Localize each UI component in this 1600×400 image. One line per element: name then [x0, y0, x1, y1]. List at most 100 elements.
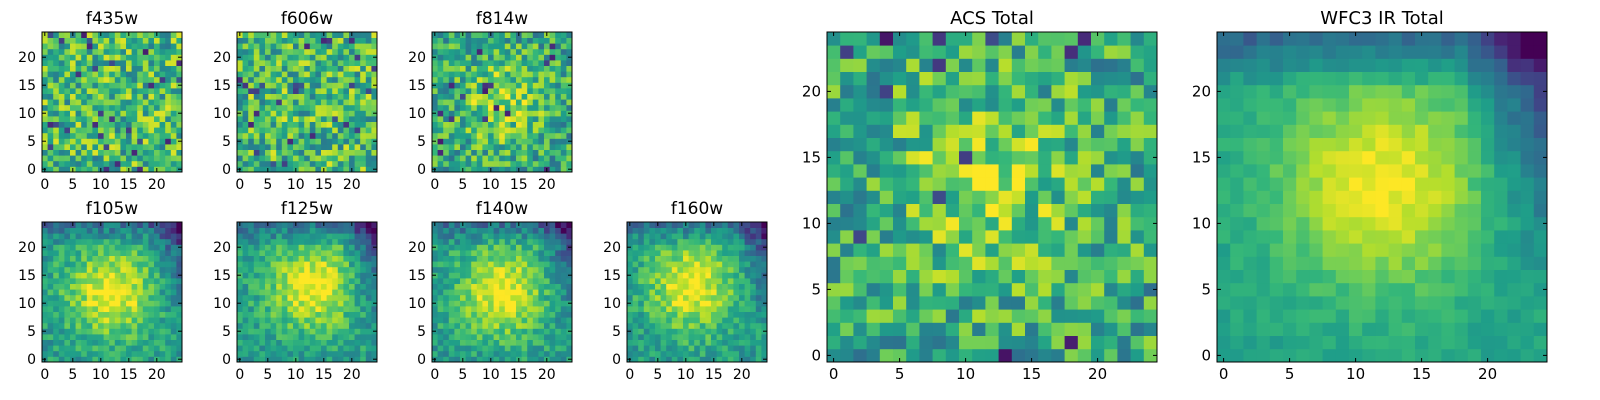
heatmap-cell [309, 233, 316, 240]
heatmap-cell [1117, 282, 1131, 297]
heatmap-cell [566, 250, 573, 256]
heatmap-cell [655, 250, 661, 256]
heatmap-cell [165, 37, 172, 44]
heatmap-cell [248, 121, 255, 128]
heatmap-cell [655, 334, 661, 340]
heatmap-cell [694, 289, 701, 296]
heatmap-cell [248, 255, 255, 262]
heatmap-cell [1051, 282, 1065, 297]
heatmap-cell [432, 65, 438, 72]
heatmap-cell [532, 116, 539, 122]
heatmap-cell [75, 255, 82, 262]
heatmap-cell [560, 233, 567, 240]
heatmap-cell [270, 132, 277, 139]
heatmap-cell [555, 311, 562, 318]
heatmap-cell [165, 322, 172, 329]
heatmap-cell [649, 244, 656, 251]
heatmap-cell [360, 127, 367, 134]
heatmap-cell [265, 272, 271, 279]
heatmap-cell [114, 138, 121, 145]
heatmap-cell [482, 71, 489, 78]
heatmap-cell [555, 71, 562, 78]
heatmap-cell [148, 127, 155, 134]
heatmap-cell [694, 306, 701, 312]
heatmap-cell [454, 339, 461, 346]
heatmap-cell [516, 255, 522, 262]
heatmap-cell [337, 43, 344, 50]
heatmap-cell [103, 306, 110, 312]
axes-frame [41, 221, 183, 363]
heatmap-cell [287, 104, 294, 111]
heatmap-cell [521, 255, 528, 262]
heatmap-cell [81, 311, 88, 318]
heatmap-cell [332, 334, 339, 340]
heatmap-cell [504, 250, 511, 256]
heatmap-cell [443, 294, 450, 301]
heatmap-cell [259, 127, 266, 134]
heatmap-cell [866, 243, 881, 257]
heatmap-cell [998, 150, 1013, 165]
heatmap-cell [265, 60, 271, 66]
heatmap-cell [114, 166, 121, 173]
heatmap-cell [298, 278, 305, 284]
heatmap-cell [53, 149, 60, 156]
heatmap-cell [722, 266, 729, 273]
heatmap-cell [92, 132, 99, 139]
heatmap-cell [53, 250, 60, 256]
heatmap-cell [103, 339, 110, 346]
heatmap-cell [465, 306, 472, 312]
heatmap-cell [265, 345, 271, 352]
heatmap-cell [103, 160, 110, 167]
heatmap-cell [81, 328, 88, 335]
heatmap-cell [92, 32, 99, 38]
heatmap-cell [510, 160, 517, 167]
heatmap-cell [58, 166, 65, 173]
heatmap-cell [315, 222, 322, 228]
heatmap-cell [321, 138, 327, 145]
heatmap-cell [75, 339, 82, 346]
heatmap-cell [750, 294, 757, 301]
heatmap-cell [510, 48, 517, 55]
heatmap-cell [722, 294, 729, 301]
heatmap-cell [555, 283, 562, 290]
heatmap-cell [666, 278, 673, 284]
heatmap-cell [64, 289, 71, 296]
heatmap-cell [998, 190, 1013, 204]
heatmap-cell [47, 322, 54, 329]
heatmap-cell [365, 144, 372, 150]
heatmap-cell [109, 328, 116, 335]
heatmap-cell [532, 88, 539, 94]
heatmap-cell [666, 322, 673, 329]
heatmap-cell [131, 266, 138, 273]
heatmap-cell [448, 317, 455, 324]
heatmap-cell [476, 32, 483, 38]
heatmap-cell [632, 306, 639, 312]
heatmap-cell [365, 127, 372, 134]
heatmap-cell [343, 272, 350, 279]
heatmap-cell [1091, 190, 1105, 204]
heatmap-cell [694, 233, 701, 240]
heatmap-cell [532, 350, 539, 357]
heatmap-cell [131, 261, 138, 268]
heatmap-cell [1064, 164, 1079, 178]
heatmap-cell [321, 127, 327, 134]
heatmap-cell [499, 222, 506, 228]
heatmap-cell [499, 110, 506, 117]
heatmap-cell [281, 166, 288, 173]
heatmap-cell [945, 269, 960, 284]
heatmap-cell [555, 121, 562, 128]
heatmap-cell [354, 160, 361, 167]
heatmap-cell [549, 99, 556, 106]
heatmap-cell [471, 99, 478, 106]
heatmap-cell [527, 43, 534, 50]
heatmap-cell [827, 348, 841, 363]
heatmap-cell [471, 339, 478, 346]
heatmap-cell [114, 278, 121, 284]
heatmap-cell [287, 238, 294, 245]
heatmap-cell [488, 160, 494, 167]
heatmap-cell [504, 244, 511, 251]
heatmap-cell [131, 144, 138, 150]
heatmap-cell [666, 244, 673, 251]
heatmap-cell [482, 60, 489, 66]
heatmap-cell [321, 238, 327, 245]
